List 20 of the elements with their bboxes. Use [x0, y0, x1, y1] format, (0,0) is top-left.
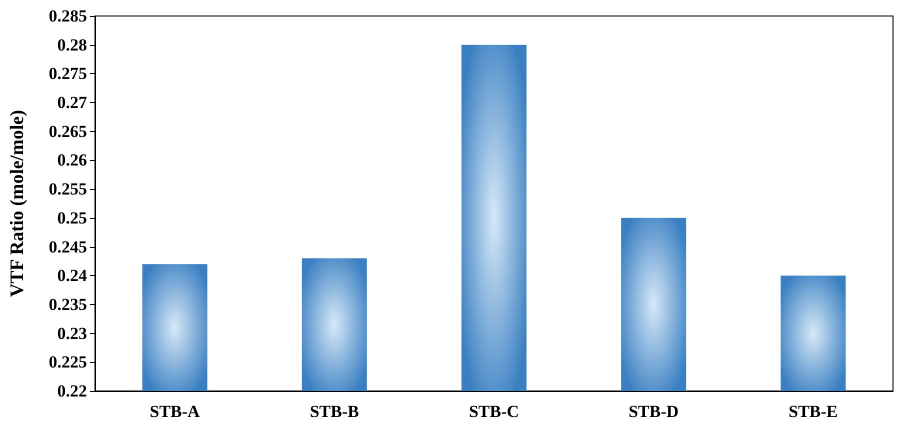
y-tick-label: 0.245: [48, 237, 87, 256]
y-tick-label: 0.225: [48, 352, 87, 372]
x-tick-label: STB-A: [150, 402, 201, 421]
y-tick-label: 0.28: [57, 35, 87, 54]
y-tick-label: 0.27: [57, 93, 88, 112]
y-tick-label: 0.23: [57, 324, 87, 343]
y-tick-label: 0.26: [57, 150, 87, 170]
x-tick-label: STB-B: [310, 402, 359, 421]
y-tick-label: 0.22: [57, 382, 87, 400]
y-tick-label: 0.275: [48, 64, 87, 84]
x-tick-label: STB-E: [788, 402, 838, 421]
y-tick-label: 0.235: [48, 294, 87, 314]
x-tick-label: STB-C: [468, 402, 520, 421]
y-tick-label: 0.24: [57, 266, 88, 286]
x-tick-label: STB-D: [628, 402, 679, 421]
y-tick-label: 0.255: [48, 180, 87, 199]
y-tick-label: 0.285: [48, 6, 87, 26]
y-tick-label: 0.25: [57, 208, 87, 228]
y-tick-label: 0.265: [48, 122, 87, 141]
y-axis-title: VTF Ratio (mole/mole): [7, 110, 28, 298]
